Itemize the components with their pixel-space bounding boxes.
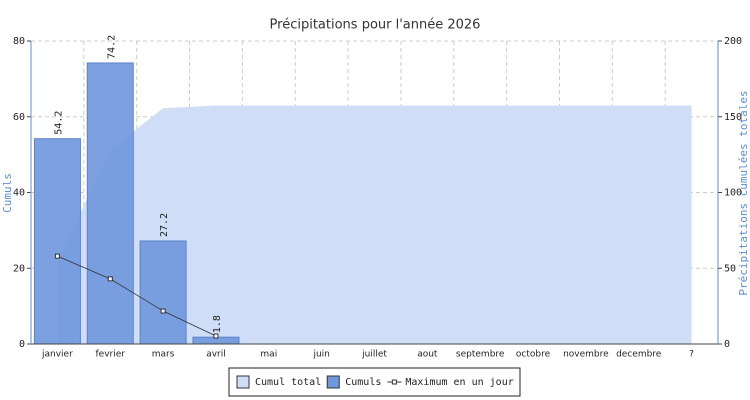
- x-tick-label: janvier: [41, 350, 73, 360]
- x-tick-label: mars: [152, 350, 175, 360]
- line-marker: [160, 308, 166, 314]
- line-marker: [107, 276, 113, 282]
- value-label: 74.2: [106, 35, 117, 59]
- legend-swatch-marker: [391, 379, 397, 385]
- y2-axis-title: Précipitations cumulées totales: [737, 90, 750, 295]
- y-tick-label: 40: [13, 188, 25, 199]
- x-tick-label: ?: [689, 350, 694, 360]
- x-tick-label: decembre: [616, 350, 662, 360]
- bar: [33, 138, 81, 345]
- value-label: 27.2: [159, 213, 170, 237]
- line-marker: [54, 253, 60, 259]
- legend-label: Cumuls: [345, 377, 381, 388]
- y2-tick-label: 50: [724, 263, 736, 274]
- x-tick-label: septembre: [456, 350, 505, 360]
- area: [57, 105, 692, 344]
- y2-tick-label: 150: [724, 112, 742, 123]
- legend-label: Cumul total: [255, 377, 321, 388]
- bar: [139, 240, 187, 345]
- legend-swatch: [236, 375, 250, 389]
- line-marker: [213, 333, 219, 339]
- x-tick-label: avril: [206, 350, 226, 360]
- x-tick-label: juin: [312, 350, 329, 360]
- legend-swatch: [326, 375, 340, 389]
- y2-tick-label: 0: [724, 339, 730, 350]
- line: [57, 255, 217, 337]
- y-axis-title: Cumuls: [1, 173, 14, 213]
- x-tick-label: juillet: [361, 350, 387, 360]
- value-label: 1.8: [212, 315, 223, 333]
- legend-box: [228, 367, 521, 397]
- x-tick-label: mai: [260, 350, 277, 360]
- x-tick-label: fevrier: [96, 350, 126, 360]
- y-tick-label: 20: [13, 263, 25, 274]
- y2-tick-label: 200: [724, 36, 742, 47]
- y-tick-label: 80: [13, 36, 25, 47]
- y-tick-label: 0: [19, 339, 25, 350]
- value-label: 54.2: [53, 111, 64, 135]
- chart-title: Précipitations pour l'année 2026: [270, 18, 481, 33]
- bar: [86, 62, 134, 345]
- x-tick-label: octobre: [516, 350, 551, 360]
- x-tick-label: aout: [417, 350, 438, 360]
- y2-tick-label: 100: [724, 188, 742, 199]
- legend-label: Maximum en un jour: [405, 377, 513, 388]
- x-tick-label: novembre: [563, 350, 609, 360]
- y-tick-label: 60: [13, 112, 25, 123]
